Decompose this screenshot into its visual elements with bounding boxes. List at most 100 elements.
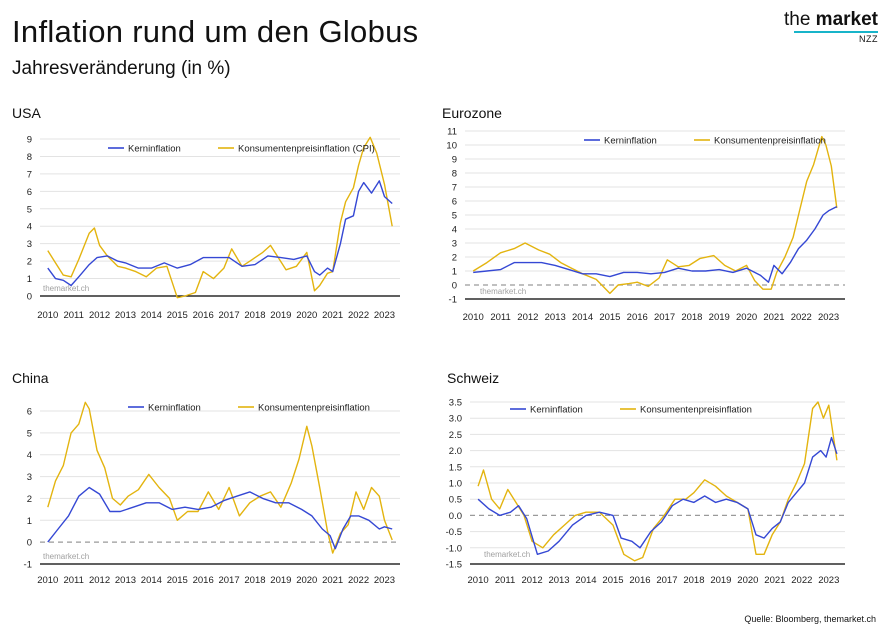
chart-usa-ytick-label: 3	[27, 239, 32, 250]
chart-eurozone-xtick-label: 2013	[545, 312, 566, 323]
chart-schweiz-title: Schweiz	[447, 370, 499, 386]
chart-eurozone-ytick-label: 9	[452, 155, 457, 166]
chart-china-ytick-label: 5	[27, 428, 32, 439]
chart-usa-xtick-label: 2010	[37, 310, 58, 321]
chart-eurozone-watermark: themarket.ch	[480, 287, 526, 296]
chart-schweiz-ytick-label: 3.5	[449, 398, 462, 409]
chart-usa-series-kerninflation	[47, 180, 393, 287]
chart-usa-ytick-label: 7	[27, 169, 32, 180]
chart-china-xtick-label: 2018	[244, 575, 265, 586]
chart-china-xtick-label: 2012	[89, 575, 110, 586]
chart-usa-ytick-label: 1	[27, 274, 32, 285]
chart-usa-xtick-label: 2022	[348, 310, 369, 321]
page-title: Inflation rund um den Globus	[12, 14, 419, 49]
chart-schweiz-xtick-label: 2023	[818, 575, 839, 586]
chart-china-legend-label-konsumentenpreisinflation: Konsumentenpreisinflation	[258, 403, 370, 414]
chart-eurozone-xtick-label: 2015	[599, 312, 620, 323]
chart-schweiz-ytick-label: 3.0	[449, 414, 462, 425]
chart-schweiz-xtick-label: 2012	[521, 575, 542, 586]
chart-eurozone-xtick-label: 2016	[627, 312, 648, 323]
chart-eurozone-xtick-label: 2010	[463, 312, 484, 323]
chart-schweiz-ytick-label: 0.0	[449, 511, 462, 522]
chart-schweiz-ytick-label: 2.5	[449, 430, 462, 441]
chart-usa-xtick-label: 2016	[193, 310, 214, 321]
brand-logo: the market NZZ	[784, 10, 878, 44]
chart-eurozone-ytick-label: 5	[452, 211, 457, 222]
chart-china-ytick-label: 4	[27, 450, 32, 461]
chart-eurozone-xtick-label: 2012	[517, 312, 538, 323]
chart-schweiz-ytick-label: -1.5	[446, 560, 462, 571]
chart-eurozone-series-kerninflation	[473, 205, 838, 283]
chart-eurozone-legend-label-konsumentenpreisinflation: Konsumentenpreisinflation	[714, 136, 826, 147]
chart-china-ytick-label: 6	[27, 407, 32, 418]
chart-schweiz-ytick-label: 2.0	[449, 446, 462, 457]
chart-china-ytick-label: -1	[24, 560, 32, 571]
chart-eurozone-xtick-label: 2019	[709, 312, 730, 323]
chart-schweiz-xtick-label: 2022	[791, 575, 812, 586]
chart-china-xtick-label: 2022	[348, 575, 369, 586]
chart-schweiz-xtick-label: 2019	[710, 575, 731, 586]
chart-china-ytick-label: 3	[27, 472, 32, 483]
chart-schweiz: Schweiz -1.5 -1.0 -0.5 0.0 0.5 1.0 1.5 2.0 2.5 3.0…	[446, 370, 845, 586]
chart-usa-xtick-label: 2011	[63, 310, 83, 321]
chart-usa-ytick-label: 0	[27, 292, 32, 303]
chart-china-xtick-label: 2014	[141, 575, 162, 586]
chart-usa-xtick-label: 2020	[296, 310, 317, 321]
chart-china-watermark: themarket.ch	[43, 552, 89, 561]
chart-schweiz-legend-label-kerninflation: Kerninflation	[530, 405, 583, 416]
chart-schweiz-legend-label-konsumentenpreisinflation: Konsumentenpreisinflation	[640, 405, 752, 416]
chart-usa-xtick-label: 2012	[89, 310, 110, 321]
chart-eurozone-ytick-label: 11	[447, 127, 457, 138]
chart-china-xtick-label: 2013	[115, 575, 136, 586]
chart-eurozone-ytick-label: 4	[452, 225, 457, 236]
chart-china-xtick-label: 2016	[193, 575, 214, 586]
chart-schweiz-watermark: themarket.ch	[484, 550, 530, 559]
chart-schweiz-xtick-label: 2018	[683, 575, 704, 586]
chart-eurozone-legend-label-kerninflation: Kerninflation	[604, 136, 657, 147]
chart-china-xtick-label: 2015	[167, 575, 188, 586]
chart-china-title: China	[12, 370, 49, 386]
chart-china-xtick-label: 2021	[322, 575, 343, 586]
chart-china-legend-label-kerninflation: Kerninflation	[148, 403, 201, 414]
chart-usa-xtick-label: 2013	[115, 310, 136, 321]
chart-usa-ytick-label: 4	[27, 222, 32, 233]
chart-usa-xtick-label: 2015	[167, 310, 188, 321]
chart-china-series-kerninflation	[47, 486, 393, 550]
chart-schweiz-xtick-label: 2014	[575, 575, 596, 586]
chart-usa-xtick-label: 2023	[374, 310, 395, 321]
chart-eurozone-ytick-label: 1	[452, 267, 457, 278]
chart-schweiz-series-konsumentenpreisinflation	[477, 401, 838, 562]
chart-china: China -1 0 1 2 3 4 5 6 2010 2011 2012 2013 2014 2015 20…	[12, 370, 400, 586]
page-subtitle: Jahresveränderung (in %)	[12, 58, 231, 79]
chart-eurozone-series-konsumentenpreisinflation	[472, 135, 838, 295]
chart-schweiz-xtick-label: 2013	[548, 575, 569, 586]
chart-eurozone-ytick-label: 0	[452, 281, 457, 292]
chart-schweiz-ytick-label: 1.5	[449, 462, 462, 473]
chart-schweiz-ytick-label: 0.5	[449, 495, 462, 506]
chart-eurozone-ytick-label: -1	[449, 295, 457, 306]
chart-china-ytick-label: 1	[27, 516, 32, 527]
chart-china-xtick-label: 2020	[296, 575, 317, 586]
brand-logo-sub: NZZ	[859, 34, 878, 44]
chart-usa-xtick-label: 2017	[218, 310, 239, 321]
brand-logo-underline	[794, 31, 878, 33]
chart-usa-ytick-label: 2	[27, 257, 32, 268]
chart-usa-xtick-label: 2019	[270, 310, 291, 321]
chart-usa-xtick-label: 2021	[322, 310, 343, 321]
brand-logo-part2: market	[815, 9, 878, 30]
chart-schweiz-xtick-label: 2011	[495, 575, 515, 586]
chart-eurozone-ytick-label: 7	[452, 183, 457, 194]
chart-china-xtick-label: 2017	[218, 575, 239, 586]
chart-eurozone-ytick-label: 10	[446, 141, 457, 152]
chart-eurozone-title: Eurozone	[442, 105, 502, 121]
chart-usa-series-konsumentenpreisinflation-cpi	[47, 136, 393, 299]
chart-usa-xtick-label: 2014	[141, 310, 162, 321]
chart-china-xtick-label: 2023	[374, 575, 395, 586]
chart-usa-watermark: themarket.ch	[43, 284, 89, 293]
chart-eurozone-xtick-label: 2018	[681, 312, 702, 323]
chart-china-xtick-label: 2011	[63, 575, 83, 586]
chart-schweiz-xtick-label: 2020	[737, 575, 758, 586]
chart-usa-ytick-label: 5	[27, 204, 32, 215]
chart-usa-ytick-label: 9	[27, 135, 32, 146]
